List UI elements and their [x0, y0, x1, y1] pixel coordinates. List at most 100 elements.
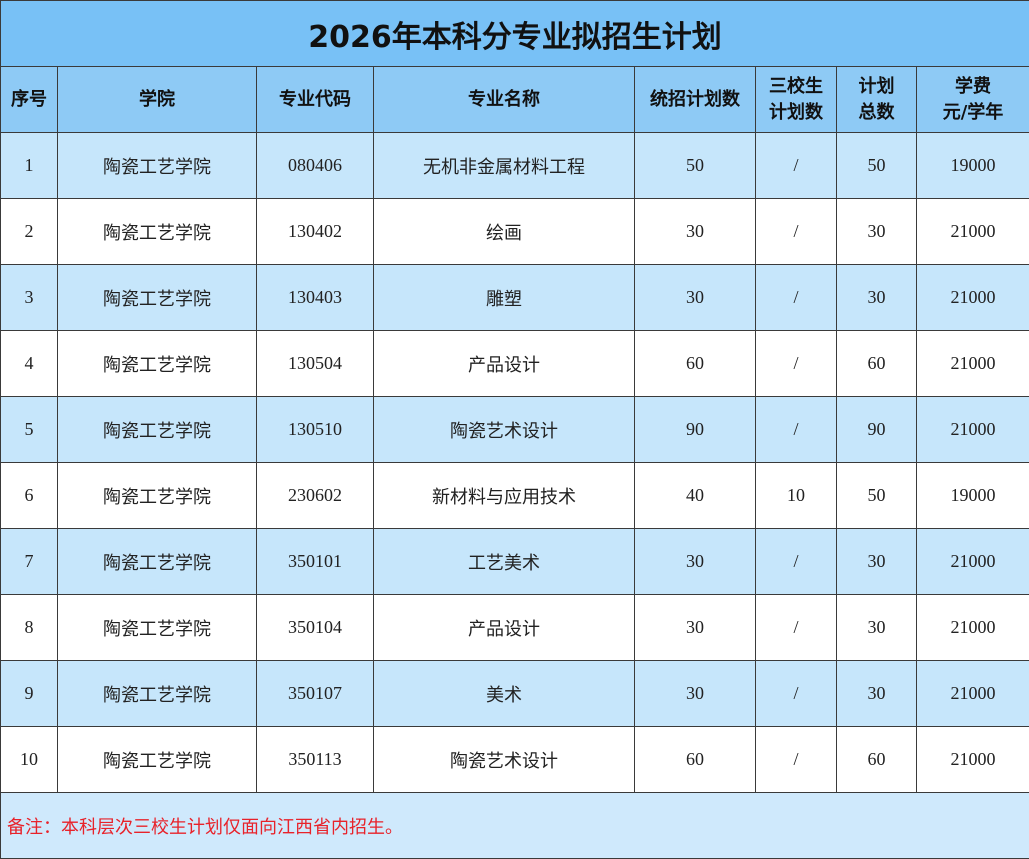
- title-row: 2026年本科分专业拟招生计划: [0, 0, 1029, 67]
- data-cell: 60: [836, 726, 917, 793]
- data-cell: 350107: [256, 660, 374, 727]
- data-cell: 30: [634, 528, 756, 595]
- data-row: 5 陶瓷工艺学院 130510 陶瓷艺术设计 90/90 21000: [0, 396, 1029, 463]
- note-row: 备注：本科层次三校生计划仅面向江西省内招生。: [0, 792, 1029, 859]
- data-cell: 130402: [256, 198, 374, 265]
- header-text: 序号: [11, 88, 47, 110]
- header-cell: 学院: [57, 66, 257, 133]
- data-cell: /: [755, 198, 837, 265]
- data-cell: 9: [0, 660, 58, 727]
- data-cell: 40: [634, 462, 756, 529]
- data-cell: /: [755, 330, 837, 397]
- header-cell: 学费元/学年: [916, 66, 1029, 133]
- data-cell: 陶瓷工艺学院: [57, 462, 257, 529]
- data-cell: 130510: [256, 396, 374, 463]
- data-cell: /: [755, 396, 837, 463]
- data-cell: 无机非金属材料工程: [373, 132, 635, 199]
- data-cell: 21000: [916, 198, 1029, 265]
- data-cell: 30: [836, 528, 917, 595]
- data-cell: 3: [0, 264, 58, 331]
- data-cell: 350101: [256, 528, 374, 595]
- header-text: 计划数: [769, 101, 823, 123]
- note: 备注：本科层次三校生计划仅面向江西省内招生。: [0, 792, 1029, 859]
- data-cell: 30: [634, 264, 756, 331]
- data-cell: 50: [836, 462, 917, 529]
- data-cell: /: [755, 528, 837, 595]
- data-row: 1 陶瓷工艺学院 080406 无机非金属材料工程 50/50 19000: [0, 132, 1029, 199]
- data-cell: 30: [634, 660, 756, 727]
- data-cell: 350104: [256, 594, 374, 661]
- header-row: 序号 学院 专业代码 专业名称 统招计划数 三校生 计划数 计划 总数 学费 元/学年: [0, 66, 1029, 133]
- header-text: 学院: [139, 88, 175, 110]
- data-cell: 21000: [916, 660, 1029, 727]
- data-row: 6 陶瓷工艺学院 230602 新材料与应用技术 40 10 50 19000: [0, 462, 1029, 529]
- data-cell: 350113: [256, 726, 374, 793]
- data-cell: 21000: [916, 726, 1029, 793]
- data-row: 4 陶瓷工艺学院 130504 产品设计 60/60 21000: [0, 330, 1029, 397]
- header-text: 元/学年: [942, 101, 1004, 123]
- header-text: 统招计划数: [650, 88, 740, 110]
- data-cell: 130403: [256, 264, 374, 331]
- data-row: 2 陶瓷工艺学院 130402 绘画 30/30 21000: [0, 198, 1029, 265]
- data-cell: 30: [836, 198, 917, 265]
- data-cell: 陶瓷工艺学院: [57, 528, 257, 595]
- data-cell: 陶瓷工艺学院: [57, 132, 257, 199]
- header-cell: 三校生 计划数: [755, 66, 837, 133]
- data-cell: 美术: [373, 660, 635, 727]
- data-cell: 21000: [916, 396, 1029, 463]
- data-cell: /: [755, 594, 837, 661]
- data-cell: 绘画: [373, 198, 635, 265]
- data-cell: /: [755, 132, 837, 199]
- data-cell: 30: [634, 594, 756, 661]
- data-cell: 21000: [916, 264, 1029, 331]
- data-cell: 陶瓷艺术设计: [373, 726, 635, 793]
- data-row: 3 陶瓷工艺学院 130403 雕塑 30/30 21000: [0, 264, 1029, 331]
- data-cell: 080406: [256, 132, 374, 199]
- data-cell: 陶瓷工艺学院: [57, 264, 257, 331]
- data-cell: 新材料与应用技术: [373, 462, 635, 529]
- data-cell: 6: [0, 462, 58, 529]
- data-cell: 产品设计: [373, 330, 635, 397]
- data-row: 10 陶瓷工艺学院 350113 陶瓷艺术设计 60/60 21000: [0, 726, 1029, 793]
- data-cell: 产品设计: [373, 594, 635, 661]
- data-cell: 工艺美术: [373, 528, 635, 595]
- data-row: 7 陶瓷工艺学院 350101 工艺美术 30/30 21000: [0, 528, 1029, 595]
- data-cell: 8: [0, 594, 58, 661]
- data-cell: 21000: [916, 594, 1029, 661]
- data-cell: 陶瓷工艺学院: [57, 594, 257, 661]
- data-cell: 陶瓷工艺学院: [57, 396, 257, 463]
- data-cell: 30: [634, 198, 756, 265]
- header-text: 专业名称: [468, 88, 540, 110]
- data-cell: 90: [836, 396, 917, 463]
- header-text: 专业代码: [279, 88, 351, 110]
- data-row: 8 陶瓷工艺学院 350104 产品设计 30/30 21000: [0, 594, 1029, 661]
- header-text: 学费: [955, 75, 991, 97]
- data-cell: 陶瓷工艺学院: [57, 330, 257, 397]
- header-cell: 统招计划数: [634, 66, 756, 133]
- data-row: 9 陶瓷工艺学院 350107 美术 30/30 21000: [0, 660, 1029, 727]
- data-cell: 60: [634, 726, 756, 793]
- data-cell: /: [755, 726, 837, 793]
- data-cell: 19000: [916, 462, 1029, 529]
- data-cell: 雕塑: [373, 264, 635, 331]
- data-cell: 2: [0, 198, 58, 265]
- data-cell: 30: [836, 660, 917, 727]
- table-title: 2026年本科分专业拟招生计划: [0, 0, 1029, 67]
- header-text: 计划: [858, 75, 895, 97]
- data-cell: 30: [836, 264, 917, 331]
- data-cell: 4: [0, 330, 58, 397]
- data-cell: 陶瓷工艺学院: [57, 660, 257, 727]
- data-cell: 1: [0, 132, 58, 199]
- data-cell: 60: [836, 330, 917, 397]
- header-text: 总数: [858, 101, 895, 123]
- header-cell: 计划 总数: [836, 66, 917, 133]
- data-cell: 230602: [256, 462, 374, 529]
- data-cell: 5: [0, 396, 58, 463]
- data-cell: 10: [0, 726, 58, 793]
- data-cell: 21000: [916, 330, 1029, 397]
- data-cell: /: [755, 660, 837, 727]
- data-cell: 10: [755, 462, 837, 529]
- data-cell: 7: [0, 528, 58, 595]
